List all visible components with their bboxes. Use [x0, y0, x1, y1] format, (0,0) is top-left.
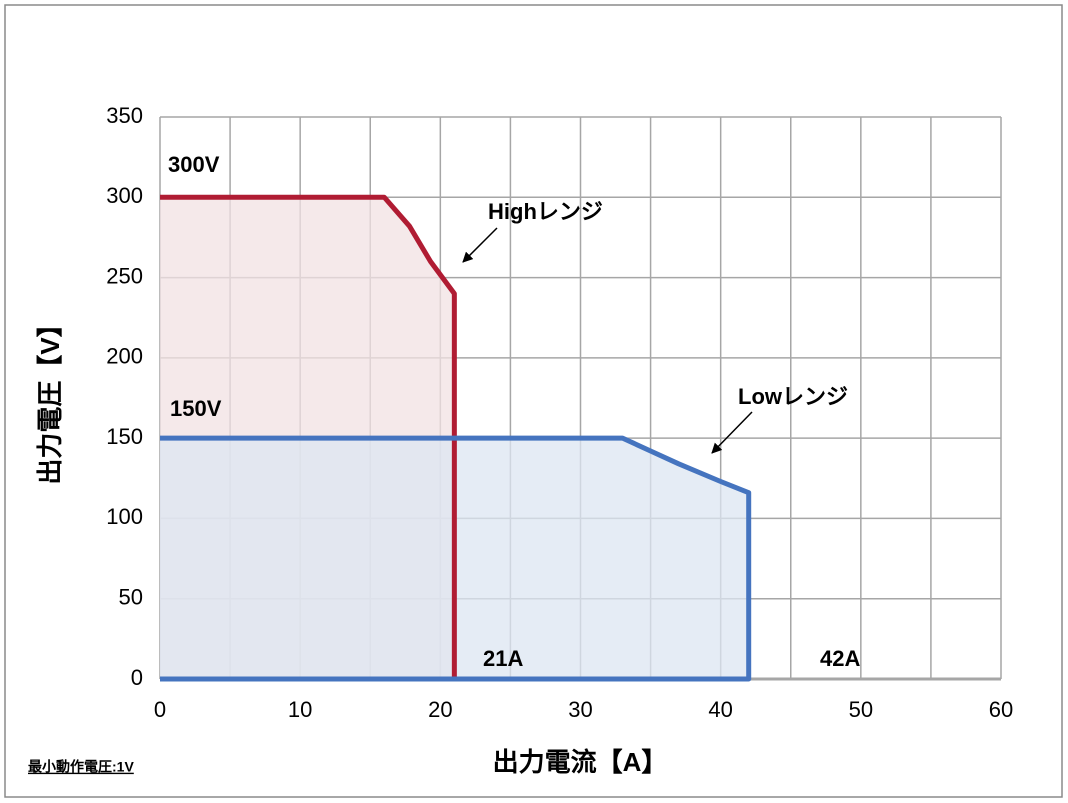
labels: 0 50 100 150 200 250 300 350 0 10 20 30 40 50 60 300V 15… — [106, 103, 1013, 722]
y-tick-label: 50 — [119, 585, 143, 610]
x-tick-label: 50 — [849, 697, 873, 722]
annotation: Highレンジ — [488, 199, 603, 224]
y-tick-label: 100 — [106, 504, 143, 529]
annotation: 150V — [170, 396, 222, 421]
x-tick-label: 40 — [708, 697, 732, 722]
lines — [160, 194, 752, 682]
line — [160, 435, 752, 682]
y-tick-label: 350 — [106, 103, 143, 128]
y-tick-label: 0 — [131, 665, 143, 690]
arrow — [462, 227, 498, 263]
y-tick-label: 200 — [106, 344, 143, 369]
x-tick-label: 0 — [154, 697, 166, 722]
annotation: 42A — [820, 646, 860, 671]
annotation: Lowレンジ — [738, 384, 848, 409]
arrow — [711, 411, 753, 454]
y-tick-label: 250 — [106, 263, 143, 288]
y-tick-label: 150 — [106, 424, 143, 449]
x-axis-title: 出力電流【A】 — [493, 747, 668, 777]
y-axis-title: 出力電圧【V】 — [35, 311, 65, 484]
annotation: 300V — [168, 152, 220, 177]
x-tick-label: 10 — [288, 697, 312, 722]
x-tick-label: 30 — [568, 697, 592, 722]
x-tick-label: 60 — [989, 697, 1013, 722]
x-tick-label: 20 — [428, 697, 452, 722]
y-tick-label: 300 — [106, 183, 143, 208]
note: 最小動作電圧:1V — [28, 759, 134, 775]
annotation: 21A — [483, 646, 523, 671]
